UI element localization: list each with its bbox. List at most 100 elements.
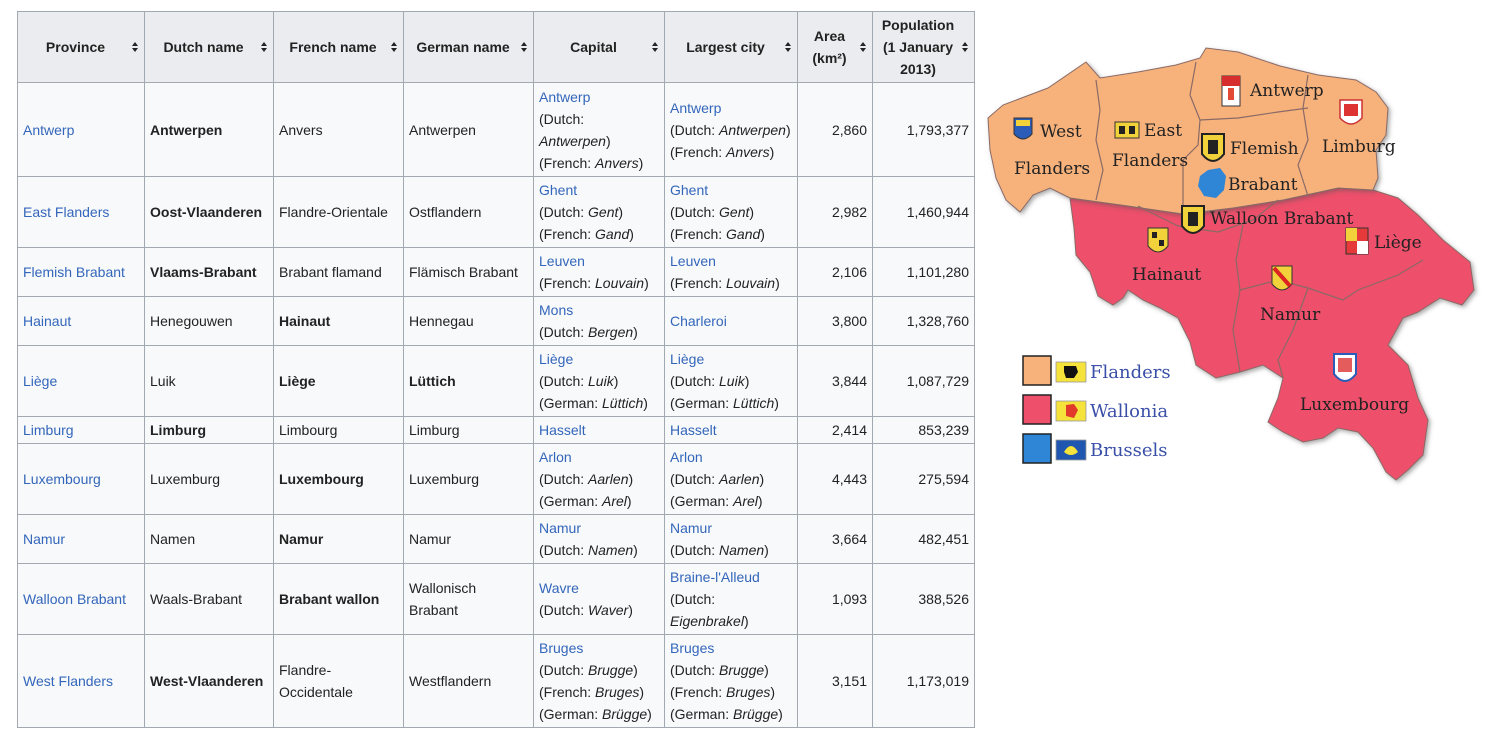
cell-province[interactable]: East Flanders	[17, 176, 145, 248]
cell-population: 1,087,729	[872, 345, 975, 417]
sort-icon[interactable]	[652, 39, 659, 55]
dutch-text: Luik	[150, 373, 176, 389]
city-link[interactable]: Hasselt	[539, 422, 586, 438]
city-link[interactable]: Hasselt	[670, 422, 717, 438]
city-link[interactable]: Braine-l'Alleud	[670, 569, 760, 585]
city-link[interactable]: Namur	[539, 520, 582, 536]
province-text[interactable]: Limburg	[23, 422, 74, 438]
alt-name-affix: )	[760, 226, 765, 242]
header-capital[interactable]: Capital	[533, 11, 665, 83]
city-link[interactable]: Leuven	[539, 253, 585, 269]
legend-label-flanders: Flanders	[1090, 362, 1171, 383]
city-link[interactable]: Namur	[670, 520, 713, 536]
header-province[interactable]: Province	[17, 11, 145, 83]
map-legend: Flanders Wallonia Brussels	[1022, 355, 1171, 464]
sort-icon[interactable]	[962, 39, 969, 55]
city-link[interactable]: Antwerp	[539, 88, 591, 105]
alt-name: Aarlen	[719, 471, 760, 487]
legend-swatch-flanders	[1022, 355, 1052, 386]
german-text: Ostflandern	[409, 204, 482, 220]
header-german-name[interactable]: German name	[403, 11, 534, 83]
sort-icon[interactable]	[785, 39, 792, 55]
city-link[interactable]: Arlon	[670, 449, 703, 465]
alt-name-line: (Dutch:	[670, 588, 792, 610]
alt-name-affix: )	[647, 706, 652, 722]
province-text[interactable]: Luxembourg	[23, 471, 101, 487]
cell-population: 1,101,280	[872, 247, 975, 297]
province-text[interactable]: Flemish Brabant	[23, 264, 125, 280]
alt-name-affix: (Dutch:	[539, 204, 589, 220]
cell-province[interactable]: Liège	[17, 345, 145, 417]
city-link[interactable]: Ghent	[670, 182, 709, 198]
province-text[interactable]: Antwerp	[23, 121, 75, 138]
cell-dutch: Waals-Brabant	[144, 563, 274, 635]
region-wallonia	[1069, 187, 1475, 481]
table-row: Hainaut Henegouwen Hainaut Hennegau Mons (Dut…	[17, 296, 975, 346]
city-link[interactable]: Liège	[539, 351, 574, 367]
cell-province[interactable]: Luxembourg	[17, 443, 145, 515]
city-link[interactable]: Ghent	[539, 182, 578, 198]
alt-name: Anvers	[595, 154, 639, 171]
city-link[interactable]: Leuven	[670, 253, 716, 269]
german-text: Flämisch Brabant	[409, 264, 518, 280]
cell-province[interactable]: Walloon Brabant	[17, 563, 145, 635]
german-text: Namur	[409, 531, 452, 547]
sort-icon[interactable]	[261, 39, 268, 55]
alt-name-affix: )	[643, 395, 648, 411]
city-link[interactable]: Mons	[539, 302, 574, 318]
header-population[interactable]: Population (1 January 2013)	[872, 11, 975, 83]
province-text[interactable]: Liège	[23, 373, 58, 389]
province-text[interactable]: Namur	[23, 531, 66, 547]
region-flanders	[987, 47, 1389, 215]
sort-icon[interactable]	[860, 39, 867, 55]
city-link[interactable]: Arlon	[539, 449, 572, 465]
header-area[interactable]: Area (km²)	[797, 11, 873, 83]
cell-province[interactable]: West Flanders	[17, 634, 145, 728]
cell-province[interactable]: Flemish Brabant	[17, 247, 145, 297]
province-text[interactable]: Hainaut	[23, 313, 72, 329]
cell-german: Ostflandern	[403, 176, 534, 248]
header-french-name[interactable]: French name	[273, 11, 404, 83]
dutch-text: Luxemburg	[150, 471, 221, 487]
cell-capital: Namur (Dutch: Namen)	[533, 514, 665, 564]
cell-german: Luxemburg	[403, 443, 534, 515]
cell-province[interactable]: Hainaut	[17, 296, 145, 346]
province-text[interactable]: Walloon Brabant	[23, 591, 126, 607]
cell-population: 1,460,944	[872, 176, 975, 248]
german-text: Antwerpen	[409, 121, 476, 138]
city-link[interactable]: Bruges	[670, 640, 715, 656]
german-text: Wallonisch Brabant	[409, 580, 477, 618]
cell-dutch: Henegouwen	[144, 296, 274, 346]
map-label-luxembourg: Luxembourg	[1300, 395, 1409, 415]
alt-name-line: (Dutch: Namen)	[670, 539, 792, 561]
header-dutch-name[interactable]: Dutch name	[144, 11, 274, 83]
header-largest-city[interactable]: Largest city	[664, 11, 798, 83]
legend-swatch-brussels	[1022, 433, 1052, 464]
alt-name-affix: )	[775, 275, 780, 291]
cell-province[interactable]: Namur	[17, 514, 145, 564]
city-link[interactable]: Wavre	[539, 580, 579, 596]
city-link[interactable]: Antwerp	[670, 99, 722, 116]
city-link[interactable]: Bruges	[539, 640, 584, 656]
cell-french: Anvers	[273, 82, 404, 177]
cell-area: 3,844	[797, 345, 873, 417]
cell-province[interactable]: Limburg	[17, 416, 145, 444]
province-text[interactable]: East Flanders	[23, 204, 110, 220]
alt-name-line: (French: Gand)	[670, 223, 792, 245]
table-row: Limburg Limburg Limbourg Limburg Hasselt Hass…	[17, 416, 975, 444]
cell-area: 2,860	[797, 82, 873, 177]
alt-name-affix: (German:	[670, 706, 734, 722]
alt-name-affix: )	[628, 471, 634, 487]
alt-name-affix: (French:	[670, 226, 727, 242]
alt-name: Antwerpen	[719, 121, 786, 138]
alt-name-line: Eigenbrakel)	[670, 610, 792, 632]
cell-largest: Leuven (French: Louvain)	[664, 247, 798, 297]
sort-icon[interactable]	[521, 39, 528, 55]
city-link[interactable]: Liège	[670, 351, 705, 367]
province-text[interactable]: West Flanders	[23, 673, 113, 689]
sort-icon[interactable]	[391, 39, 398, 55]
french-text: Luxembourg	[279, 471, 364, 487]
city-link[interactable]: Charleroi	[670, 313, 727, 329]
sort-icon[interactable]	[132, 39, 139, 55]
cell-province[interactable]: Antwerp	[17, 82, 145, 177]
